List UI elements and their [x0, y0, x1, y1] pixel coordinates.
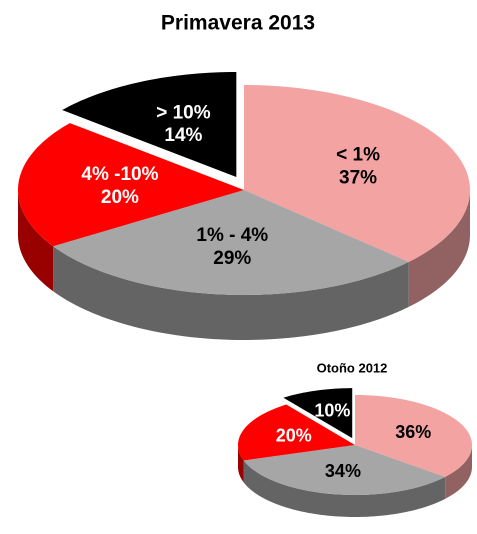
slice-value: 37%	[339, 167, 377, 188]
slice	[53, 190, 409, 295]
slice-side	[243, 460, 446, 517]
slice-category: 4% -10%	[81, 164, 158, 185]
slice	[283, 388, 353, 439]
slice-side	[238, 445, 244, 483]
slice-category: < 1%	[336, 145, 380, 166]
chart-title: Primavera 2013	[161, 12, 315, 35]
slice-side	[445, 445, 472, 499]
slice	[18, 123, 245, 247]
slice	[243, 445, 446, 495]
slice-value: 29%	[213, 248, 251, 269]
slice	[238, 404, 355, 461]
slice-value: 20%	[101, 187, 139, 208]
slice-side	[408, 190, 470, 307]
slice-value: 14%	[164, 125, 202, 146]
slice-category: 1% - 4%	[196, 225, 268, 246]
slice-value: 10%	[314, 401, 350, 421]
slice-value: 34%	[325, 461, 361, 481]
slice-value: 36%	[395, 422, 431, 442]
slice	[355, 395, 472, 477]
chart-title: Otoño 2012	[317, 360, 388, 375]
slice-side	[18, 190, 54, 292]
slice-value: 20%	[276, 425, 312, 445]
slice-category: > 10%	[156, 102, 211, 123]
slice	[244, 85, 470, 262]
slice	[62, 71, 237, 177]
slice-side	[53, 246, 409, 340]
